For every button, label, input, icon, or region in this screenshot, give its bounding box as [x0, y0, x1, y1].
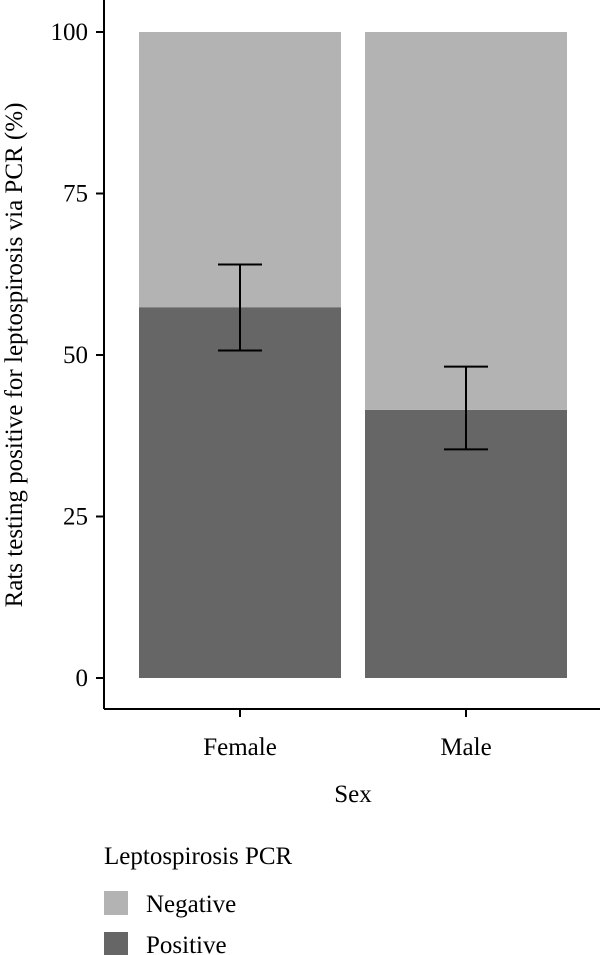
y-ticks: 0 25 50 75 100 — [51, 19, 104, 692]
legend: Leptospirosis PCR Negative Positive — [104, 843, 293, 955]
y-tick-label-75: 75 — [63, 181, 88, 208]
error-bar-female — [218, 263, 262, 352]
y-axis-title: Rats testing positive for leptospirosis … — [1, 103, 28, 608]
y-tick-label-25: 25 — [63, 504, 88, 531]
x-tick-label-male: Male — [440, 734, 491, 761]
x-tick-label-female: Female — [203, 734, 277, 761]
y-tick-label-50: 50 — [63, 342, 88, 369]
y-tick-label-100: 100 — [51, 19, 89, 46]
error-bar-male — [444, 365, 488, 451]
x-axis-title: Sex — [334, 781, 372, 808]
x-ticks: Female Male — [203, 709, 492, 761]
legend-swatch-negative — [104, 891, 128, 915]
legend-swatch-positive — [104, 932, 128, 955]
legend-label-positive: Positive — [146, 932, 227, 955]
bar-male-positive — [365, 409, 567, 678]
legend-label-negative: Negative — [146, 891, 236, 918]
error-bars-layer — [218, 263, 488, 451]
bars-layer — [139, 32, 567, 678]
bar-female-negative — [139, 32, 341, 308]
bar-male-negative — [365, 32, 567, 410]
bar-female-positive — [139, 307, 341, 678]
y-tick-label-0: 0 — [76, 665, 89, 692]
legend-title: Leptospirosis PCR — [104, 843, 293, 870]
